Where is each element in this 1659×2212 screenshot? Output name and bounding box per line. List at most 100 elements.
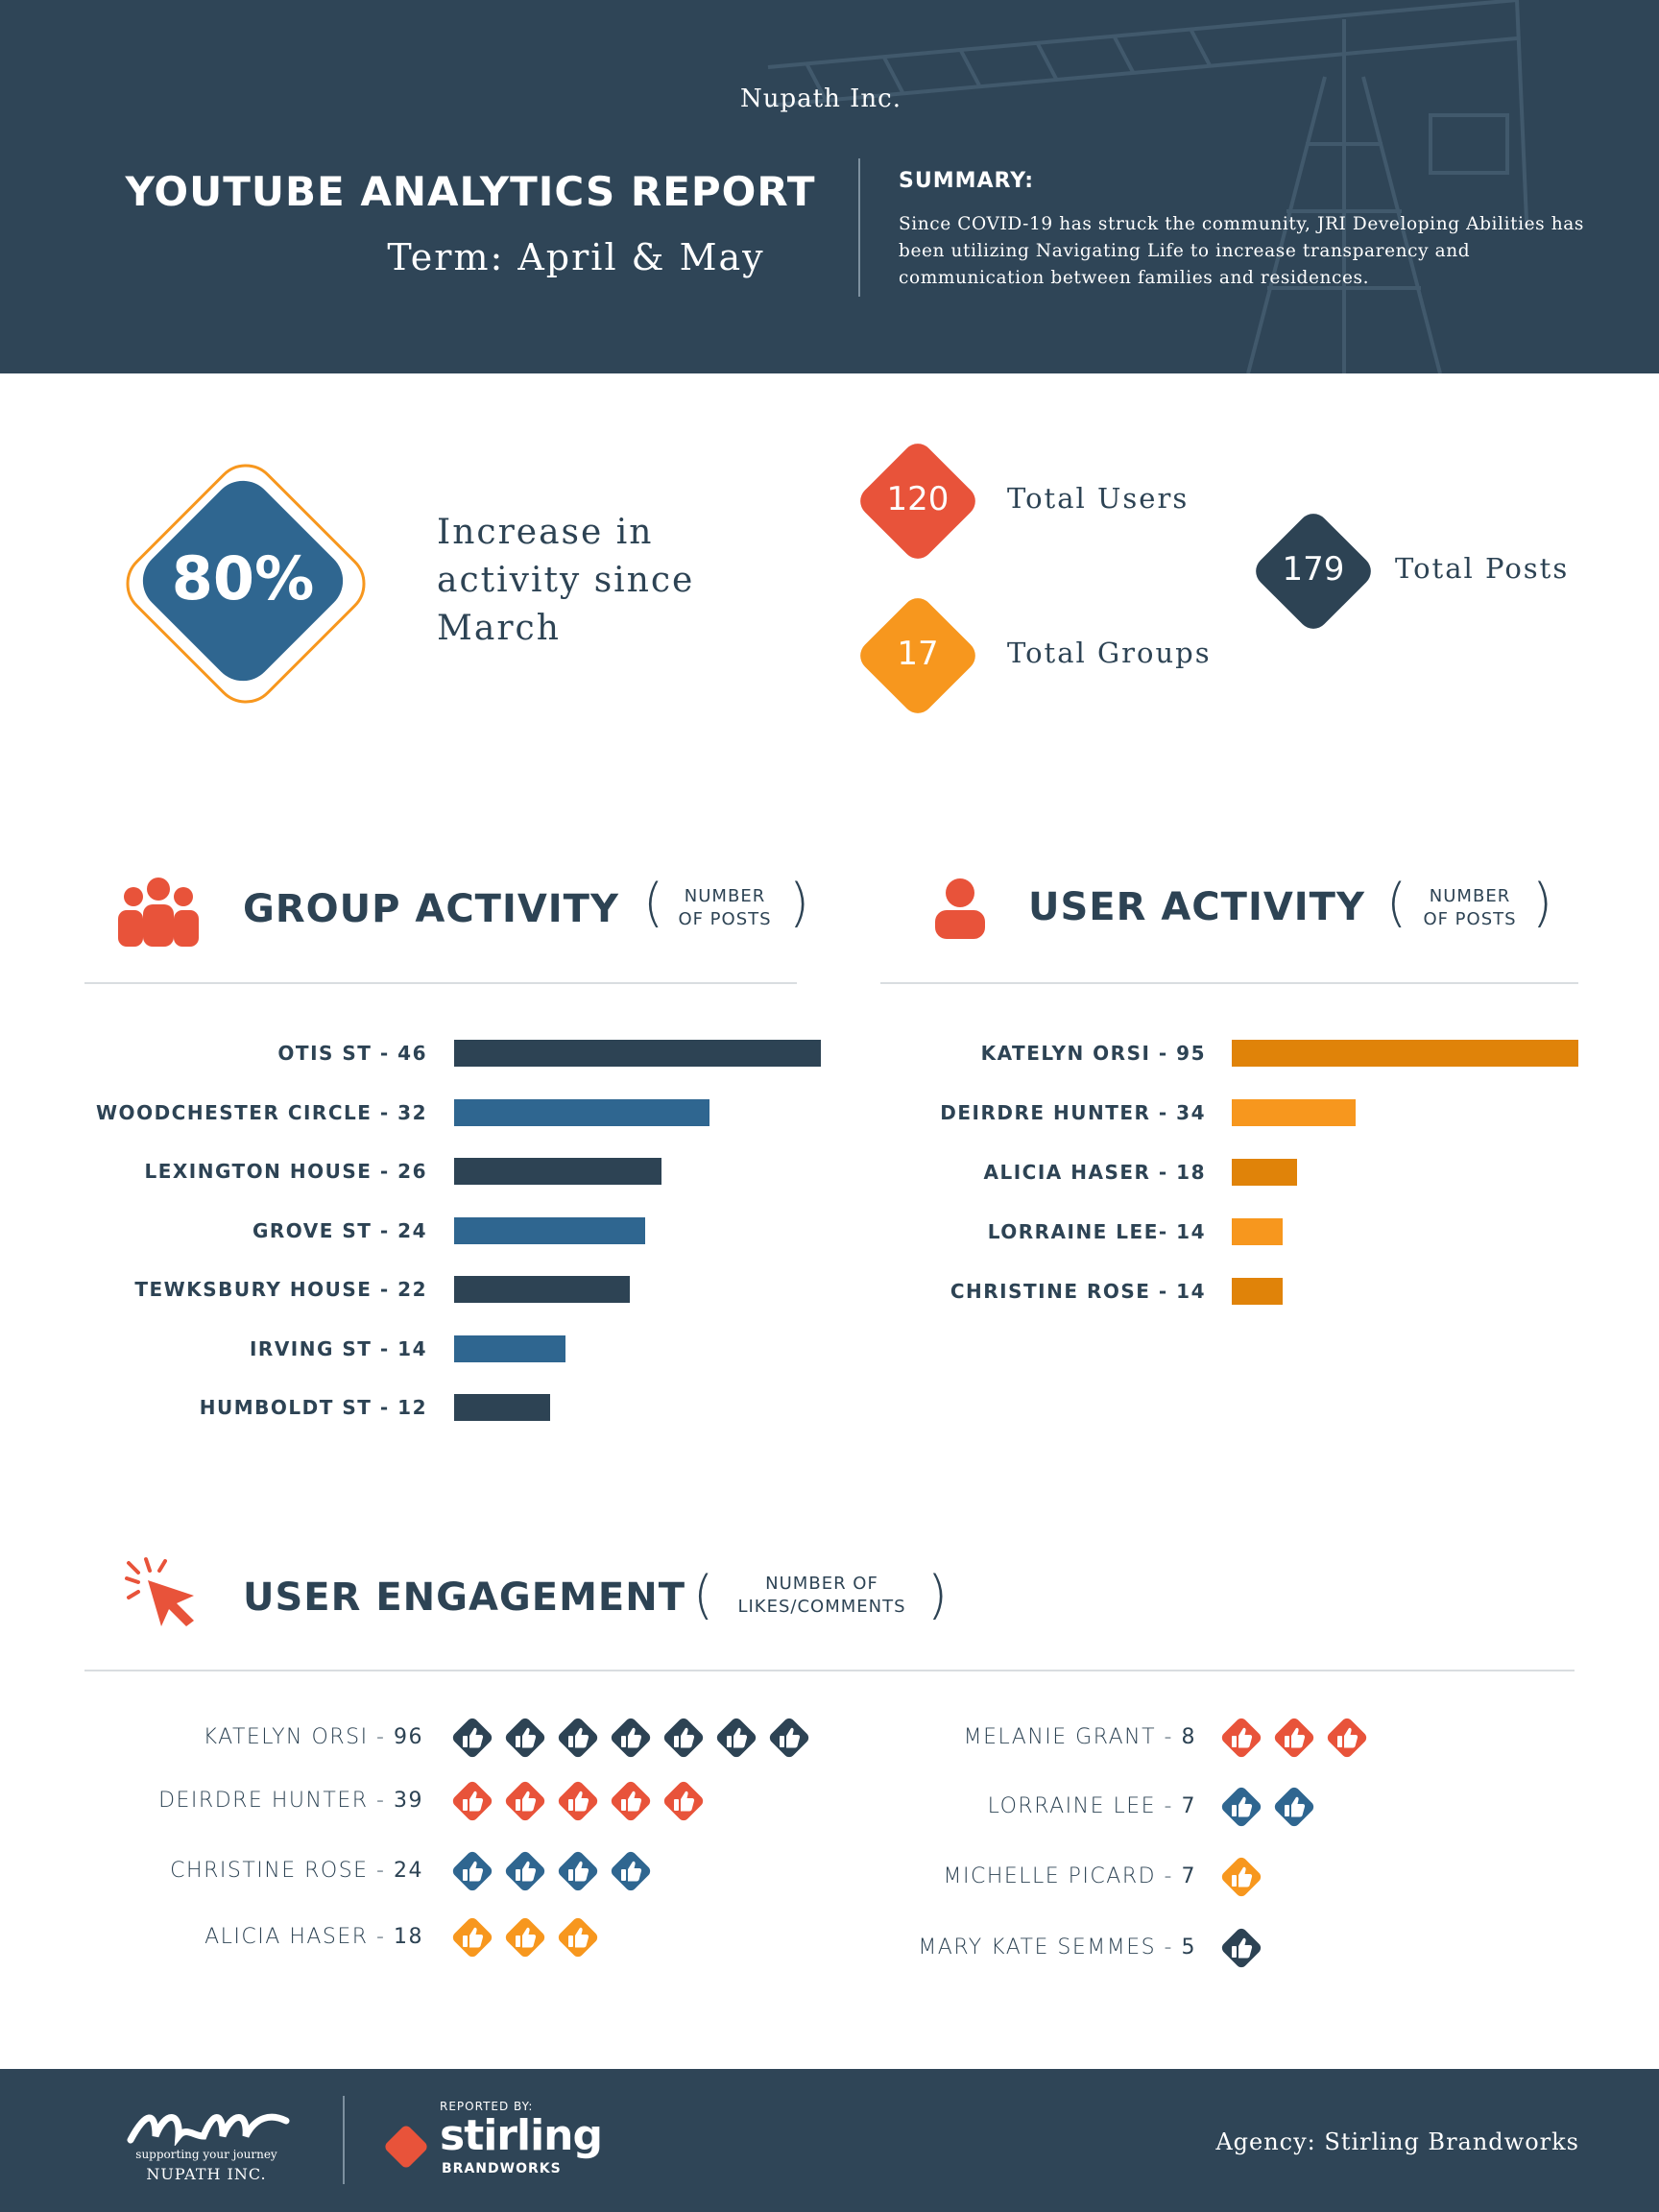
section-rule bbox=[84, 1670, 1575, 1671]
bar-value: 26 bbox=[397, 1160, 427, 1183]
paren: ( bbox=[1386, 873, 1407, 933]
engagement-label: DEIRDRE HUNTER - 39 bbox=[158, 1787, 423, 1815]
engagement-value: 5 bbox=[1181, 1936, 1196, 1960]
bar-name: HUMBOLDT ST - bbox=[199, 1396, 390, 1419]
stat-value: 17 bbox=[897, 635, 939, 673]
bar-label: HUMBOLDT ST - 12 bbox=[200, 1393, 427, 1422]
like-icon bbox=[452, 1851, 493, 1891]
like-icon bbox=[1221, 1928, 1262, 1968]
stat-label: Total Users bbox=[1007, 482, 1190, 515]
bar bbox=[1232, 1159, 1298, 1186]
bar bbox=[1232, 1218, 1284, 1245]
bar-label: GROVE ST - 24 bbox=[252, 1216, 427, 1245]
bar bbox=[454, 1040, 821, 1067]
bar bbox=[454, 1158, 661, 1185]
like-icon bbox=[611, 1851, 651, 1891]
bar bbox=[454, 1216, 646, 1244]
bar-label: DEIRDRE HUNTER - 34 bbox=[940, 1098, 1206, 1127]
bar-value: 14 bbox=[397, 1336, 427, 1360]
engagement-value: 7 bbox=[1181, 1864, 1196, 1888]
bar-value: 12 bbox=[397, 1396, 427, 1419]
like-icon bbox=[716, 1718, 757, 1758]
engagement-name: LORRAINE LEE - bbox=[987, 1794, 1173, 1818]
like-icon bbox=[1221, 1857, 1262, 1897]
bar-label: WOODCHESTER CIRCLE - 32 bbox=[96, 1098, 427, 1127]
brand-icon bbox=[382, 2123, 430, 2171]
like-icon bbox=[558, 1718, 598, 1758]
bar-name: OTIS ST - bbox=[277, 1042, 390, 1065]
bar-name: WOODCHESTER CIRCLE - bbox=[96, 1100, 390, 1124]
engagement-label: KATELYN ORSI - 96 bbox=[204, 1723, 423, 1752]
engagement-value: 96 bbox=[394, 1725, 423, 1749]
like-icon bbox=[505, 1917, 545, 1958]
bar-name: LEXINGTON HOUSE - bbox=[144, 1160, 390, 1183]
paren: ) bbox=[1532, 873, 1553, 933]
like-icon bbox=[1221, 1718, 1262, 1758]
section-rule bbox=[84, 982, 797, 984]
like-icon bbox=[505, 1781, 545, 1821]
bar bbox=[454, 1276, 630, 1303]
engagement-name: MICHELLE PICARD - bbox=[943, 1864, 1173, 1888]
crane-background bbox=[767, 0, 1528, 373]
like-icon bbox=[558, 1781, 598, 1821]
user-icon bbox=[935, 878, 985, 939]
note-line: OF POSTS bbox=[678, 909, 772, 929]
paren: ) bbox=[789, 873, 810, 933]
bar bbox=[454, 1334, 566, 1362]
stat-label: Total Posts bbox=[1395, 552, 1570, 585]
bar-label: ALICIA HASER - 18 bbox=[984, 1158, 1206, 1187]
engagement-name: DEIRDRE HUNTER - bbox=[158, 1789, 386, 1813]
logo-name: NUPATH INC. bbox=[146, 2165, 267, 2183]
bar-label: CHRISTINE ROSE - 14 bbox=[950, 1277, 1206, 1306]
click-icon bbox=[125, 1557, 194, 1626]
like-icon bbox=[452, 1781, 493, 1821]
like-icon bbox=[1274, 1718, 1314, 1758]
stat-value: 120 bbox=[886, 480, 950, 518]
bar-label: KATELYN ORSI - 95 bbox=[981, 1039, 1206, 1068]
report-term: Term: April & May bbox=[387, 236, 765, 278]
engagement-value: 8 bbox=[1181, 1725, 1196, 1749]
bar-value: 14 bbox=[1176, 1280, 1206, 1303]
bar-value: 22 bbox=[397, 1278, 427, 1301]
bar-name: CHRISTINE ROSE - bbox=[950, 1280, 1168, 1303]
section-note: NUMBER OF POSTS bbox=[662, 885, 787, 931]
paren: ( bbox=[643, 873, 664, 933]
engagement-label: MELANIE GRANT - 8 bbox=[964, 1723, 1196, 1752]
bar-label: LEXINGTON HOUSE - 26 bbox=[144, 1157, 427, 1186]
engagement-value: 18 bbox=[394, 1925, 423, 1949]
engagement-label: LORRAINE LEE - 7 bbox=[988, 1792, 1196, 1821]
like-icon bbox=[558, 1917, 598, 1958]
section-title: USER ENGAGEMENT bbox=[243, 1575, 685, 1620]
like-icon bbox=[452, 1718, 493, 1758]
stat-value: 179 bbox=[1282, 550, 1345, 589]
engagement-name: CHRISTINE ROSE - bbox=[170, 1859, 386, 1883]
bar-name: KATELYN ORSI - bbox=[980, 1042, 1168, 1065]
like-icon bbox=[1274, 1787, 1314, 1827]
note-line: NUMBER OF bbox=[765, 1574, 878, 1594]
section-title: USER ACTIVITY bbox=[1028, 885, 1365, 929]
engagement-label: MARY KATE SEMMES - 5 bbox=[918, 1934, 1196, 1962]
bar-name: DEIRDRE HUNTER - bbox=[940, 1101, 1168, 1124]
tagline: supporting your journey bbox=[135, 2148, 277, 2161]
brand-name: stirling bbox=[440, 2111, 603, 2160]
stat-label: Total Groups bbox=[1007, 637, 1212, 669]
bar bbox=[454, 1394, 550, 1421]
group-icon bbox=[118, 878, 199, 947]
bar-value: 32 bbox=[397, 1100, 427, 1124]
like-icon bbox=[452, 1917, 493, 1958]
engagement-name: MARY KATE SEMMES - bbox=[918, 1936, 1173, 1960]
bar-label: TEWKSBURY HOUSE - 22 bbox=[134, 1275, 427, 1304]
bar-name: TEWKSBURY HOUSE - bbox=[134, 1278, 390, 1301]
company-name: Nupath Inc. bbox=[740, 84, 902, 113]
engagement-label: ALICIA HASER - 18 bbox=[204, 1923, 423, 1952]
bar-label: OTIS ST - 46 bbox=[277, 1039, 427, 1068]
like-icon bbox=[1327, 1718, 1367, 1758]
bar-value: 34 bbox=[1176, 1101, 1206, 1124]
bar bbox=[1232, 1040, 1578, 1067]
report-title: YOUTUBE ANALYTICS REPORT bbox=[125, 168, 816, 215]
bar-value: 18 bbox=[1176, 1161, 1206, 1184]
engagement-value: 39 bbox=[394, 1789, 423, 1813]
engagement-label: CHRISTINE ROSE - 24 bbox=[170, 1857, 423, 1886]
note-line: NUMBER bbox=[1429, 886, 1511, 906]
